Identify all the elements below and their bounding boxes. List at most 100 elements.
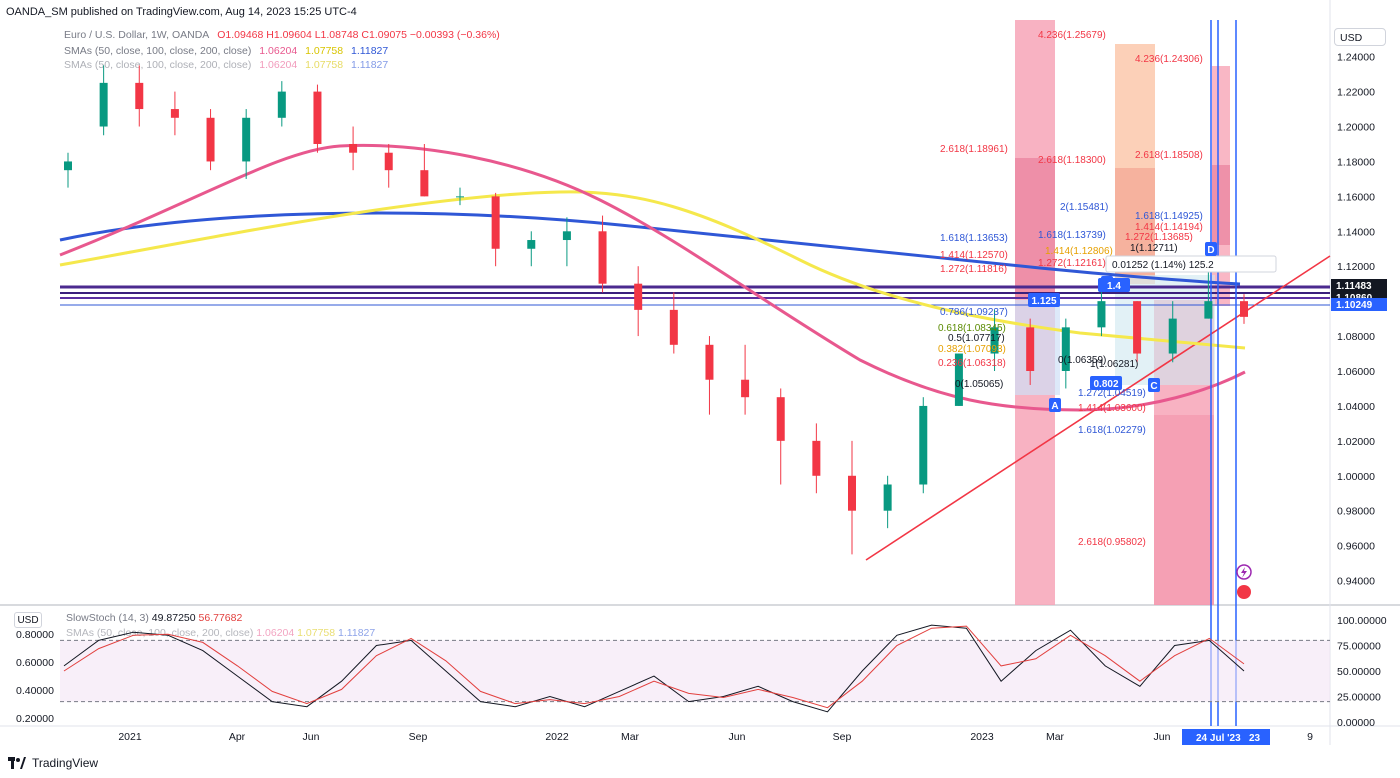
- stoch-tick-label: 75.00000: [1337, 641, 1381, 653]
- stoch-d-line: [63, 625, 1245, 709]
- fib-level-label: 0.618(1.08345): [938, 323, 1006, 334]
- measure-label: 0.01252 (1.14%) 125.2: [1112, 260, 1214, 271]
- price-tick-label: 0.96000: [1337, 541, 1375, 553]
- price-tick-label: 1.06000: [1337, 366, 1375, 378]
- candle-body: [883, 484, 892, 511]
- stoch-tick-label: 0.00000: [1337, 717, 1375, 729]
- us-flag-icon: [1237, 585, 1251, 599]
- stoch-tick-label: 25.00000: [1337, 692, 1381, 704]
- tradingview-logo[interactable]: TradingView: [8, 756, 98, 770]
- candle-body: [206, 117, 215, 162]
- price-tick-label: 1.12000: [1337, 261, 1375, 273]
- fib-level-label: 1.414(1.14194): [1135, 222, 1203, 233]
- ratio-pill: [1028, 293, 1060, 307]
- price-tick-label: 1.08000: [1337, 331, 1375, 343]
- symbol-legend: Euro / U.S. Dollar, 1W, OANDA O1.09468 H…: [64, 29, 505, 41]
- fib-level-label: 2(1.15481): [1060, 202, 1108, 213]
- sma-label: SMAs (50, close, 100, close, 200, close): [64, 45, 252, 57]
- time-tick-label: 2022: [545, 731, 569, 743]
- stoch-tick-label: 100.00000: [1337, 615, 1387, 627]
- sma50-line: [59, 144, 1246, 412]
- fib-level-label: 1.618(1.13739): [1038, 230, 1106, 241]
- price-tick-label: 1.14000: [1337, 226, 1375, 238]
- trend-line: [865, 255, 1331, 561]
- fib-level-label: 2.618(1.18961): [940, 144, 1008, 155]
- candle-body: [384, 152, 393, 171]
- fib-level-label: 0(1.06359): [1058, 355, 1106, 366]
- time-tick-label: Mar: [1046, 731, 1065, 743]
- price-axis-tag: [1331, 298, 1387, 311]
- stoch-name: SlowStoch (14, 3): [66, 612, 149, 624]
- candle-body: [456, 196, 464, 198]
- candle-body: [527, 240, 536, 249]
- price-tick-label: 1.22000: [1337, 87, 1375, 99]
- overlay-tick-label: 0.40000: [16, 685, 54, 697]
- candle-body: [776, 397, 785, 441]
- fib-level-label: 2.618(0.95802): [1078, 537, 1146, 548]
- currency-button[interactable]: USD: [1334, 28, 1386, 46]
- fib-zone: [1154, 415, 1214, 605]
- candle-body: [598, 231, 607, 284]
- overlay-label: SMAs (50, close, 100, close, 200, close): [66, 627, 254, 639]
- price-axis-tag-label: 1.11483: [1336, 281, 1372, 292]
- sma100-value: 1.07758: [305, 59, 344, 71]
- overlay-legend: SMAs (50, close, 100, close, 200, close)…: [66, 627, 375, 639]
- candle-body: [277, 91, 286, 118]
- stoch-legend: SlowStoch (14, 3) 49.87250 56.77682: [66, 612, 242, 624]
- price-tick-label: 1.04000: [1337, 401, 1375, 413]
- time-tick-label: Jun: [1154, 731, 1171, 743]
- candle-body: [812, 440, 821, 476]
- price-axis-tag: [1331, 279, 1387, 292]
- candle-body: [634, 283, 643, 310]
- pattern-point-marker: [1049, 398, 1061, 412]
- overlay-tick-label: 0.80000: [16, 629, 54, 641]
- stoch-tick-label: 50.00000: [1337, 666, 1381, 678]
- stoch-band: [60, 640, 1330, 702]
- sma-legend-2: SMAs (50, close, 100, close, 200, close)…: [64, 59, 393, 71]
- currency-button-indicator[interactable]: USD: [14, 612, 42, 628]
- fib-level-label: 0.786(1.09237): [940, 307, 1008, 318]
- candle-body: [705, 344, 714, 380]
- measure-box: [1105, 255, 1277, 273]
- overlay-tick-label: 0.60000: [16, 657, 54, 669]
- fib-level-label: 1.272(1.12161): [1038, 258, 1106, 269]
- fib-level-label: 1.618(1.02279): [1078, 425, 1146, 436]
- fib-level-label: 0(1.05065): [955, 379, 1003, 390]
- time-tick-label: Sep: [409, 731, 428, 743]
- fib-level-label: 1.272(1.13685): [1125, 232, 1193, 243]
- fib-level-label: 1.414(1.03600): [1078, 403, 1146, 414]
- price-tick-label: 1.20000: [1337, 122, 1375, 134]
- fib-level-label: 0.5(1.07717): [948, 333, 1005, 344]
- candle-body: [491, 196, 500, 249]
- price-tick-label: 1.16000: [1337, 191, 1375, 203]
- lightning-glyph: [1241, 567, 1247, 578]
- ratio-pill: [1090, 376, 1122, 390]
- price-tick-label: 0.94000: [1337, 576, 1375, 588]
- price-tick-label: 1.18000: [1337, 156, 1375, 168]
- fib-level-label: 1(1.12711): [1130, 243, 1178, 254]
- stoch-d-value: 56.77682: [198, 612, 243, 624]
- candle-body: [919, 405, 928, 485]
- sma100-value: 1.07758: [305, 45, 344, 57]
- candle-body: [313, 91, 322, 144]
- candle-body: [954, 353, 963, 406]
- ratio-pill-label: 1.125: [1031, 296, 1056, 307]
- price-axis-tag-label: 1.10249: [1336, 300, 1373, 311]
- overlay-tick-label: 0.20000: [16, 713, 54, 725]
- fib-level-label: 1.272(1.04519): [1078, 388, 1146, 399]
- price-tick-label: 0.98000: [1337, 506, 1375, 518]
- candle-body: [1133, 301, 1142, 354]
- candle-body: [669, 309, 678, 345]
- sma50-value: 1.06204: [259, 45, 298, 57]
- candle-body: [1097, 301, 1106, 328]
- sma-legend-1: SMAs (50, close, 100, close, 200, close)…: [64, 45, 393, 57]
- sma100-line: [59, 190, 1246, 350]
- sma200-value: 1.11827: [351, 59, 389, 71]
- fib-zone: [1115, 44, 1155, 284]
- fib-level-label: 1.272(1.11816): [940, 264, 1007, 275]
- fib-level-label: 4.236(1.25679): [1038, 30, 1106, 41]
- date-pill-tail: 23: [1249, 733, 1261, 744]
- price-tick-label: 1.24000: [1337, 52, 1375, 64]
- price-tick-label: 1.00000: [1337, 471, 1375, 483]
